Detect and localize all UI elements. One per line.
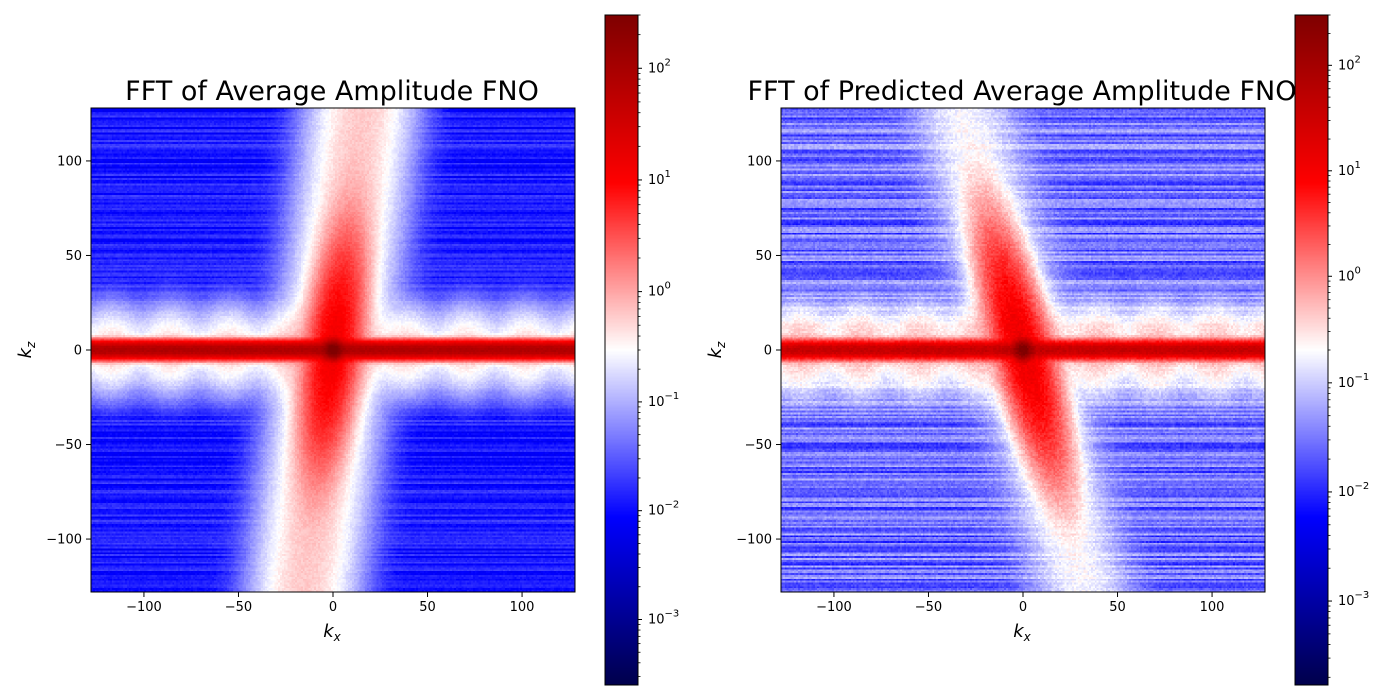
colorbar-tick-label: 10−3 [1338,590,1369,609]
y-ticks-right: 100 50 0 −50 −100 [736,154,781,548]
y-tick-label: −50 [745,438,772,453]
colorbar-left-ticks: 10−3 10−2 10−1 100 101 102 [638,14,679,677]
x-tick-label: 100 [510,600,535,615]
panel-right-title: FFT of Predicted Average Amplitude FNO [748,76,1297,107]
colorbar-tick-label: 10−2 [1338,481,1369,500]
x-tick-label: 50 [419,600,436,615]
x-tick-label: −100 [816,600,852,615]
panel-left: FFT of Average Amplitude FNO −100 −50 0 50 1… [15,76,576,644]
x-ticks-right: −100 −50 0 50 100 [816,592,1224,615]
colorbar-tick-label: 102 [1338,54,1361,73]
colorbar-tick-label: 10−1 [648,391,679,410]
colorbar-tick-label: 100 [1338,265,1361,284]
colorbar-tick-label: 10−1 [1338,372,1369,391]
y-axis-label-right: kz [705,341,728,358]
colorbar-left: 10−3 10−2 10−1 100 101 102 [604,14,679,686]
panel-right: −100 −50 0 50 100 100 50 0 −50 −100 kx kz [705,107,1266,644]
y-tick-label: 100 [747,154,772,169]
colorbar-tick-label: 10−2 [648,500,679,519]
x-tick-label: 0 [329,600,337,615]
panel-left-title: FFT of Average Amplitude FNO [125,76,539,107]
colorbar-left-wrap [605,15,638,685]
y-tick-label: 0 [74,344,82,359]
colorbar-tick-label: 102 [648,57,671,76]
x-tick-label: 50 [1109,600,1126,615]
colorbar-tick-label: 10−3 [648,608,679,627]
y-tick-label: 100 [57,154,82,169]
y-tick-label: −100 [736,533,772,548]
colorbar-tick-label: 100 [648,281,671,300]
heatmap-right [781,108,1265,592]
x-tick-label: 0 [1019,600,1027,615]
heatmap-left-wrap [91,108,575,592]
colorbar-left-gradient [605,15,638,685]
x-tick-label: −50 [225,600,252,615]
colorbar-right-wrap [1295,15,1328,685]
y-tick-label: −50 [55,438,82,453]
y-tick-label: 50 [755,249,772,264]
y-axis-label-left: kz [15,341,38,358]
colorbar-right-gradient [1295,15,1328,685]
x-tick-label: −100 [126,600,162,615]
y-tick-label: 50 [65,249,82,264]
y-tick-label: 0 [764,344,772,359]
y-ticks-left: 100 50 0 −50 −100 [46,154,91,548]
y-tick-label: −100 [46,533,82,548]
heatmap-left [91,108,575,592]
colorbar-right: 10−3 10−2 10−1 100 101 102 [1294,14,1369,686]
heatmap-right-wrap [781,108,1265,592]
colorbar-tick-label: 101 [648,169,671,188]
x-ticks-left: −100 −50 0 50 100 [126,592,534,615]
colorbar-right-ticks: 10−3 10−2 10−1 100 101 102 [1328,14,1369,678]
x-axis-label-left: kx [323,621,341,644]
x-tick-label: −50 [915,600,942,615]
colorbar-tick-label: 101 [1338,160,1361,179]
x-axis-label-right: kx [1013,621,1031,644]
x-tick-label: 100 [1200,600,1225,615]
